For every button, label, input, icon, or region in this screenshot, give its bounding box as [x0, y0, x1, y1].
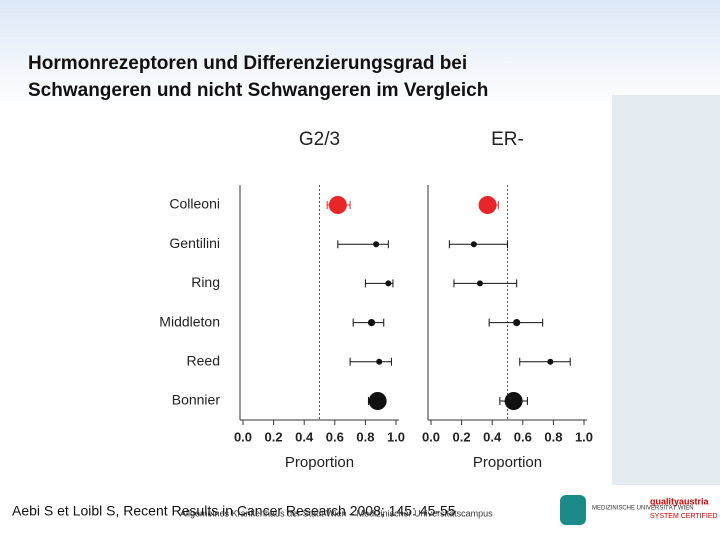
category-label: Reed — [187, 353, 220, 369]
category-label: Middleton — [159, 313, 220, 329]
logo-icon — [560, 495, 586, 525]
point — [368, 392, 387, 410]
point — [504, 392, 523, 410]
error-bar — [349, 357, 392, 366]
slide-title: Schwangeren und nicht Schwangeren im Ver… — [28, 80, 488, 101]
logo-text: qualityaustria — [650, 496, 710, 506]
x-tick-label: 0.2 — [453, 429, 471, 444]
error-bar — [453, 279, 518, 288]
x-tick-label: 1.0 — [387, 429, 405, 444]
x-axis-label: Proportion — [285, 454, 354, 471]
chart-area — [122, 110, 612, 485]
point — [328, 196, 347, 214]
x-tick-label: 0.8 — [544, 429, 562, 444]
x-tick-label: 0.6 — [326, 429, 344, 444]
point — [478, 196, 497, 214]
error-bar — [519, 357, 571, 366]
point — [513, 319, 521, 327]
category-label: Colleoni — [169, 196, 220, 212]
error-bar — [337, 240, 389, 249]
point — [470, 241, 477, 248]
logo-text: SYSTEM CERTIFIED — [650, 513, 718, 520]
panel-title: ER- — [491, 129, 524, 150]
point — [376, 358, 383, 365]
point — [367, 319, 376, 327]
citation: Aebi S et Loibl S, Recent Results in Can… — [12, 503, 456, 519]
panel-title: G2/3 — [299, 129, 340, 150]
error-bar — [448, 240, 508, 249]
x-tick-label: 1.0 — [575, 429, 593, 444]
decor-image — [612, 95, 720, 485]
x-tick-label: 0.2 — [265, 429, 283, 444]
point — [547, 358, 554, 365]
point — [373, 241, 380, 248]
x-tick-label: 0.0 — [234, 429, 252, 444]
category-label: Bonnier — [172, 392, 221, 408]
x-axis-label: Proportion — [473, 454, 542, 471]
x-tick-label: 0.0 — [422, 429, 440, 444]
category-label: Ring — [191, 274, 220, 290]
logo-text: MEDIZINISCHE UNIVERSITÄT WIEN — [592, 505, 694, 512]
point — [385, 280, 392, 287]
x-tick-label: 0.4 — [295, 429, 314, 444]
footer: Allgemeines Krankenhaus der Stadt Wien –… — [180, 508, 493, 518]
x-tick-label: 0.8 — [356, 429, 374, 444]
slide-title: Hormonrezeptoren und Differenzierungsgra… — [28, 53, 467, 74]
point — [476, 280, 483, 287]
x-tick-label: 0.4 — [483, 429, 502, 444]
category-label: Gentilini — [169, 235, 220, 251]
x-tick-label: 0.6 — [514, 429, 532, 444]
